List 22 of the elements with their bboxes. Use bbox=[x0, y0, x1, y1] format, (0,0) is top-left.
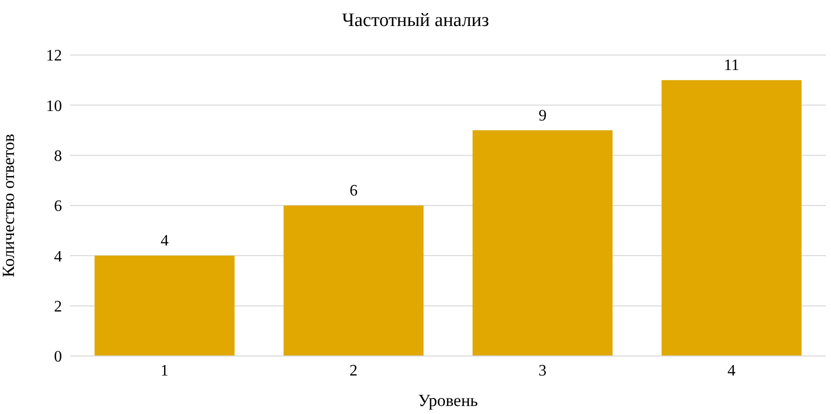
data-label: 4 bbox=[160, 232, 169, 250]
chart-title: Частотный анализ bbox=[340, 10, 490, 32]
x-axis-title: Уровень bbox=[418, 391, 478, 410]
y-tick-label: 0 bbox=[54, 348, 62, 366]
x-tick-label: 3 bbox=[538, 362, 546, 380]
y-tick-label: 8 bbox=[54, 148, 62, 166]
y-tick-label: 2 bbox=[54, 298, 62, 316]
bar bbox=[94, 256, 235, 356]
y-tick-label: 12 bbox=[46, 48, 62, 65]
bar bbox=[284, 206, 424, 356]
y-tick-label: 4 bbox=[54, 248, 62, 266]
y-tick-label: 10 bbox=[46, 98, 62, 115]
data-label: 9 bbox=[538, 107, 547, 124]
x-tick-label: 4 bbox=[728, 362, 736, 380]
data-label: 6 bbox=[350, 182, 358, 200]
y-tick-label: 6 bbox=[54, 198, 62, 216]
x-tick-label: 2 bbox=[350, 362, 358, 380]
bar bbox=[662, 80, 802, 356]
bar bbox=[472, 130, 613, 356]
data-label: 11 bbox=[724, 57, 740, 74]
x-tick-label: 1 bbox=[160, 362, 168, 380]
y-axis-title: Количество ответов bbox=[0, 134, 18, 278]
